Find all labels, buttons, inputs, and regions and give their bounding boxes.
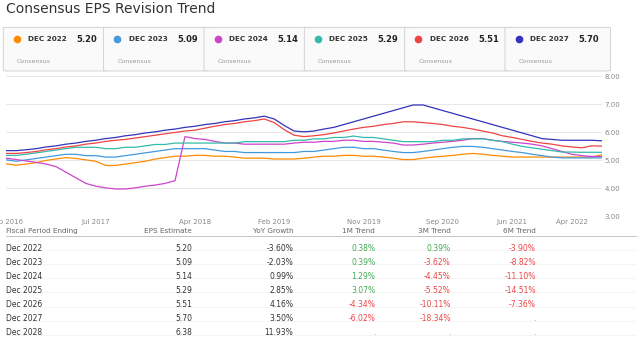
- Text: 5.29: 5.29: [175, 286, 193, 295]
- Text: 5.09: 5.09: [175, 258, 193, 267]
- Text: EPS Estimate: EPS Estimate: [145, 228, 193, 234]
- FancyBboxPatch shape: [404, 27, 510, 71]
- Text: 0.38%: 0.38%: [351, 244, 375, 253]
- Text: Fiscal Period Ending: Fiscal Period Ending: [6, 228, 78, 234]
- Text: -6.02%: -6.02%: [348, 314, 375, 323]
- Text: DEC 2025: DEC 2025: [330, 36, 368, 42]
- Text: Consensus: Consensus: [318, 59, 352, 64]
- Text: Dec 2025: Dec 2025: [6, 286, 43, 295]
- FancyBboxPatch shape: [104, 27, 209, 71]
- Text: -3.90%: -3.90%: [509, 244, 536, 253]
- Text: -2.03%: -2.03%: [266, 258, 293, 267]
- Text: 3.07%: 3.07%: [351, 286, 375, 295]
- Text: 1M Trend: 1M Trend: [342, 228, 375, 234]
- Text: Consensus: Consensus: [17, 59, 51, 64]
- Text: -14.51%: -14.51%: [504, 286, 536, 295]
- Text: 4.16%: 4.16%: [269, 300, 293, 309]
- Text: -11.10%: -11.10%: [504, 272, 536, 281]
- Text: DEC 2023: DEC 2023: [129, 36, 168, 42]
- Text: -3.62%: -3.62%: [424, 258, 451, 267]
- Text: 0.99%: 0.99%: [269, 272, 293, 281]
- Text: DEC 2026: DEC 2026: [430, 36, 468, 42]
- Text: 5.70: 5.70: [579, 35, 599, 44]
- Text: 3.50%: 3.50%: [269, 314, 293, 323]
- Text: 3M Trend: 3M Trend: [418, 228, 451, 234]
- Text: DEC 2022: DEC 2022: [28, 36, 67, 42]
- Text: 5.20: 5.20: [175, 244, 193, 253]
- Text: -4.34%: -4.34%: [348, 300, 375, 309]
- Text: -3.60%: -3.60%: [266, 244, 293, 253]
- Text: Consensus: Consensus: [117, 59, 151, 64]
- Text: 6M Trend: 6M Trend: [503, 228, 536, 234]
- Text: .: .: [534, 328, 536, 337]
- Text: -7.36%: -7.36%: [509, 300, 536, 309]
- Text: Dec 2022: Dec 2022: [6, 244, 42, 253]
- Text: Dec 2023: Dec 2023: [6, 258, 43, 267]
- Text: Consensus: Consensus: [519, 59, 553, 64]
- Text: Dec 2027: Dec 2027: [6, 314, 43, 323]
- Text: 11.93%: 11.93%: [264, 328, 293, 337]
- Text: 0.39%: 0.39%: [351, 258, 375, 267]
- Text: .: .: [449, 328, 451, 337]
- Text: Consensus: Consensus: [419, 59, 452, 64]
- Text: 5.20: 5.20: [77, 35, 97, 44]
- Text: 1.29%: 1.29%: [351, 272, 375, 281]
- Text: -8.82%: -8.82%: [509, 258, 536, 267]
- Text: -4.45%: -4.45%: [424, 272, 451, 281]
- FancyBboxPatch shape: [505, 27, 611, 71]
- Text: Dec 2026: Dec 2026: [6, 300, 43, 309]
- Text: Consensus EPS Revision Trend: Consensus EPS Revision Trend: [6, 2, 216, 16]
- FancyBboxPatch shape: [305, 27, 410, 71]
- Text: YoY Growth: YoY Growth: [253, 228, 293, 234]
- Text: 5.14: 5.14: [175, 272, 193, 281]
- Text: 5.51: 5.51: [478, 35, 499, 44]
- Text: 5.51: 5.51: [175, 300, 193, 309]
- Text: -5.52%: -5.52%: [424, 286, 451, 295]
- Text: 5.09: 5.09: [177, 35, 198, 44]
- Text: 2.85%: 2.85%: [269, 286, 293, 295]
- Text: 5.14: 5.14: [277, 35, 298, 44]
- Text: DEC 2024: DEC 2024: [229, 36, 268, 42]
- Text: .: .: [373, 328, 375, 337]
- Text: 0.39%: 0.39%: [427, 244, 451, 253]
- Text: 5.29: 5.29: [378, 35, 398, 44]
- Text: Dec 2024: Dec 2024: [6, 272, 43, 281]
- Text: 5.70: 5.70: [175, 314, 193, 323]
- FancyBboxPatch shape: [204, 27, 309, 71]
- Text: -10.11%: -10.11%: [419, 300, 451, 309]
- Text: DEC 2027: DEC 2027: [530, 36, 569, 42]
- Text: Dec 2028: Dec 2028: [6, 328, 42, 337]
- Text: -18.34%: -18.34%: [419, 314, 451, 323]
- FancyBboxPatch shape: [3, 27, 109, 71]
- Text: Consensus: Consensus: [218, 59, 252, 64]
- Text: .: .: [534, 314, 536, 323]
- Text: 6.38: 6.38: [175, 328, 193, 337]
